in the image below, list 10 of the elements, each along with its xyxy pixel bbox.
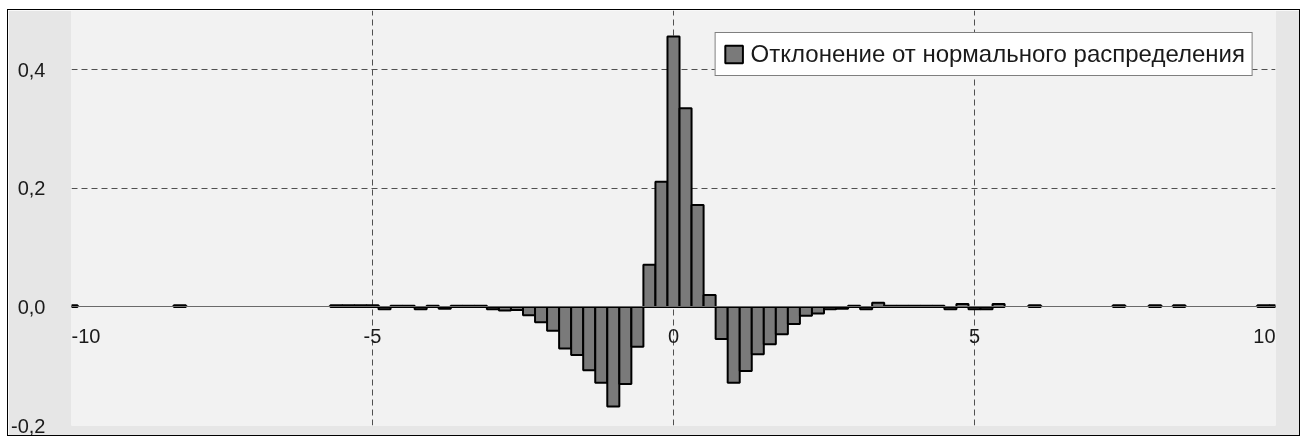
- y-tick-label: 0,4: [17, 58, 46, 81]
- x-tick-label: -5: [363, 324, 382, 347]
- x-tick-label: 5: [968, 324, 981, 347]
- legend-label: Отклонение от нормального распределения: [750, 40, 1245, 68]
- y-tick-label: 0,2: [17, 177, 46, 200]
- x-tick-label: 0: [667, 324, 680, 347]
- y-tick-label: 0,0: [17, 295, 46, 318]
- y-tick-label: -0,2: [11, 414, 46, 437]
- x-tick-label: -10: [71, 324, 101, 347]
- x-tick-label: 10: [1253, 324, 1276, 347]
